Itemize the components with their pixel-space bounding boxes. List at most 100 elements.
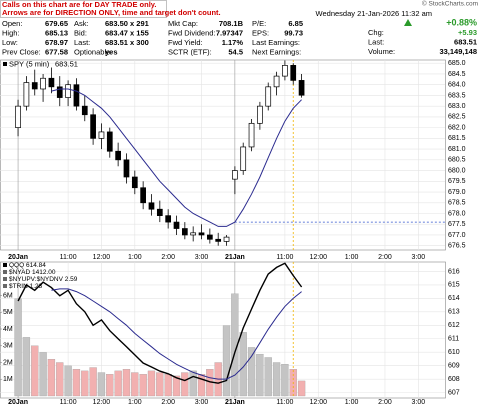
volume-bar — [231, 293, 239, 397]
field-label: EPS: — [252, 28, 269, 37]
x-tick-label: 2:00 — [161, 399, 175, 406]
x-tick-label: 12:00 — [93, 399, 111, 406]
summary-value: 683.51 — [454, 37, 477, 46]
legend-value: 683.51 — [55, 59, 78, 68]
candle-body — [273, 75, 280, 88]
field-value: 1.17% — [222, 38, 244, 47]
volume-bar — [31, 345, 39, 397]
candle-body — [232, 170, 238, 180]
field-label: Prev Close: — [2, 47, 41, 56]
candle-body — [156, 208, 163, 216]
field-label: Optionable: — [74, 47, 112, 56]
note-line: Calls on this chart are for DAY TRADE on… — [2, 0, 156, 9]
field-value: 708.1B — [219, 19, 244, 28]
change-pct: +0.88% — [446, 17, 477, 27]
candle-body — [23, 82, 30, 107]
field-label: Last Earnings: — [252, 38, 300, 47]
price-panel: 676.5 677.0 677.5 678.0 678.5 679.0 679.5 680.0… — [0, 59, 466, 261]
candle-body — [173, 221, 180, 229]
moving-average — [51, 88, 302, 227]
candle-body — [223, 236, 230, 242]
candle-body — [65, 84, 71, 98]
candle-body — [257, 105, 263, 124]
x-tick-label: 11:00 — [60, 254, 77, 261]
volume-bar — [64, 365, 72, 397]
candle-body — [290, 65, 297, 81]
field-value: yes — [105, 47, 118, 56]
qqq-panel: 607 608 609 610 611 612 613 614 615 616 20Jan 11:00… — [0, 261, 460, 406]
x-tick-label: 3:00 — [195, 399, 209, 406]
y-tick-label: 609 — [448, 363, 460, 370]
volume-bar — [156, 372, 164, 397]
y-tick-label: 683.5 — [448, 92, 466, 99]
y2-tick-label: 2M — [3, 359, 13, 366]
field-value: 7.97347 — [216, 28, 243, 37]
volume-bar — [147, 370, 156, 397]
field-label: Low: — [2, 38, 18, 47]
y-tick-label: 682.5 — [448, 114, 466, 121]
y-tick-label: 677.5 — [448, 221, 466, 228]
moving-average — [51, 288, 302, 380]
field-value: 678.97 — [45, 38, 68, 47]
price-line — [17, 262, 303, 384]
date: Wednesday 21-Jan-2026 11:32 am — [316, 9, 432, 18]
y2-tick-label: 3M — [3, 343, 13, 350]
legend-swatch — [3, 277, 7, 281]
field-value: 685.13 — [45, 28, 68, 37]
y-tick-label: 685.0 — [448, 60, 466, 67]
legend-entry: $NYUPV:$NYDNV 2.59 — [9, 276, 78, 283]
x-tick-label: 21Jan — [225, 399, 245, 406]
volume-bar — [114, 370, 122, 397]
field-value: 99.73 — [284, 28, 303, 37]
volume-bar — [239, 332, 247, 397]
volume-bar — [22, 337, 31, 397]
volume-bar — [181, 372, 189, 397]
x-tick-label: 3:00 — [412, 399, 426, 406]
volume-bar — [264, 357, 272, 397]
volume-bar — [247, 347, 256, 397]
credit: © StockCharts.com — [422, 0, 478, 8]
candle-body — [190, 232, 197, 236]
y-tick-label: 680.0 — [448, 167, 466, 174]
field-label: Open: — [2, 19, 22, 28]
legend-swatch — [3, 263, 7, 267]
volume-bar — [131, 372, 139, 397]
y-tick-label: 680.5 — [448, 157, 466, 164]
x-tick-label: 20Jan — [8, 399, 28, 406]
volume-bar — [139, 374, 147, 397]
legend-name: SPY (5 min) — [9, 59, 50, 68]
y-tick-label: 682.0 — [448, 124, 466, 131]
y-tick-label: 611 — [448, 336, 459, 343]
volume-bar — [189, 370, 197, 397]
field-value: 54.5 — [228, 47, 243, 56]
volume-bar — [56, 362, 64, 397]
y-tick-label: 679.5 — [448, 178, 466, 185]
summary-value: 33,149,148 — [439, 47, 477, 56]
field-label: Ask: — [74, 19, 89, 28]
summary-label: Chg: — [368, 28, 384, 37]
field-label: SCTR (ETF): — [168, 47, 212, 56]
volume-bar — [97, 372, 106, 397]
legend-swatch — [3, 270, 7, 274]
volume-bar — [81, 370, 89, 397]
x-tick-label: 1:00 — [345, 399, 359, 406]
y-tick-label: 684.0 — [448, 82, 466, 89]
volume-bar — [164, 374, 172, 397]
volume-bar — [197, 374, 206, 397]
y2-tick-label: 6M — [3, 292, 13, 299]
field-value: 683.50 x 291 — [105, 19, 149, 28]
candle-body — [165, 215, 172, 223]
y-tick-label: 613 — [448, 309, 460, 316]
y2-tick-label: 4M — [3, 326, 13, 333]
candle-body — [248, 122, 255, 148]
summary-label: Volume: — [368, 47, 395, 56]
field-label: Last: — [74, 38, 90, 47]
x-tick-label: 3:00 — [195, 254, 209, 261]
up-arrow — [404, 19, 412, 26]
volume-bar — [89, 367, 97, 397]
legend-swatch — [3, 284, 7, 288]
x-tick-label: 2:00 — [378, 254, 392, 261]
volume-bar — [72, 369, 81, 397]
x-tick-label: 2:00 — [161, 254, 175, 261]
field-value: 677.58 — [45, 47, 68, 56]
